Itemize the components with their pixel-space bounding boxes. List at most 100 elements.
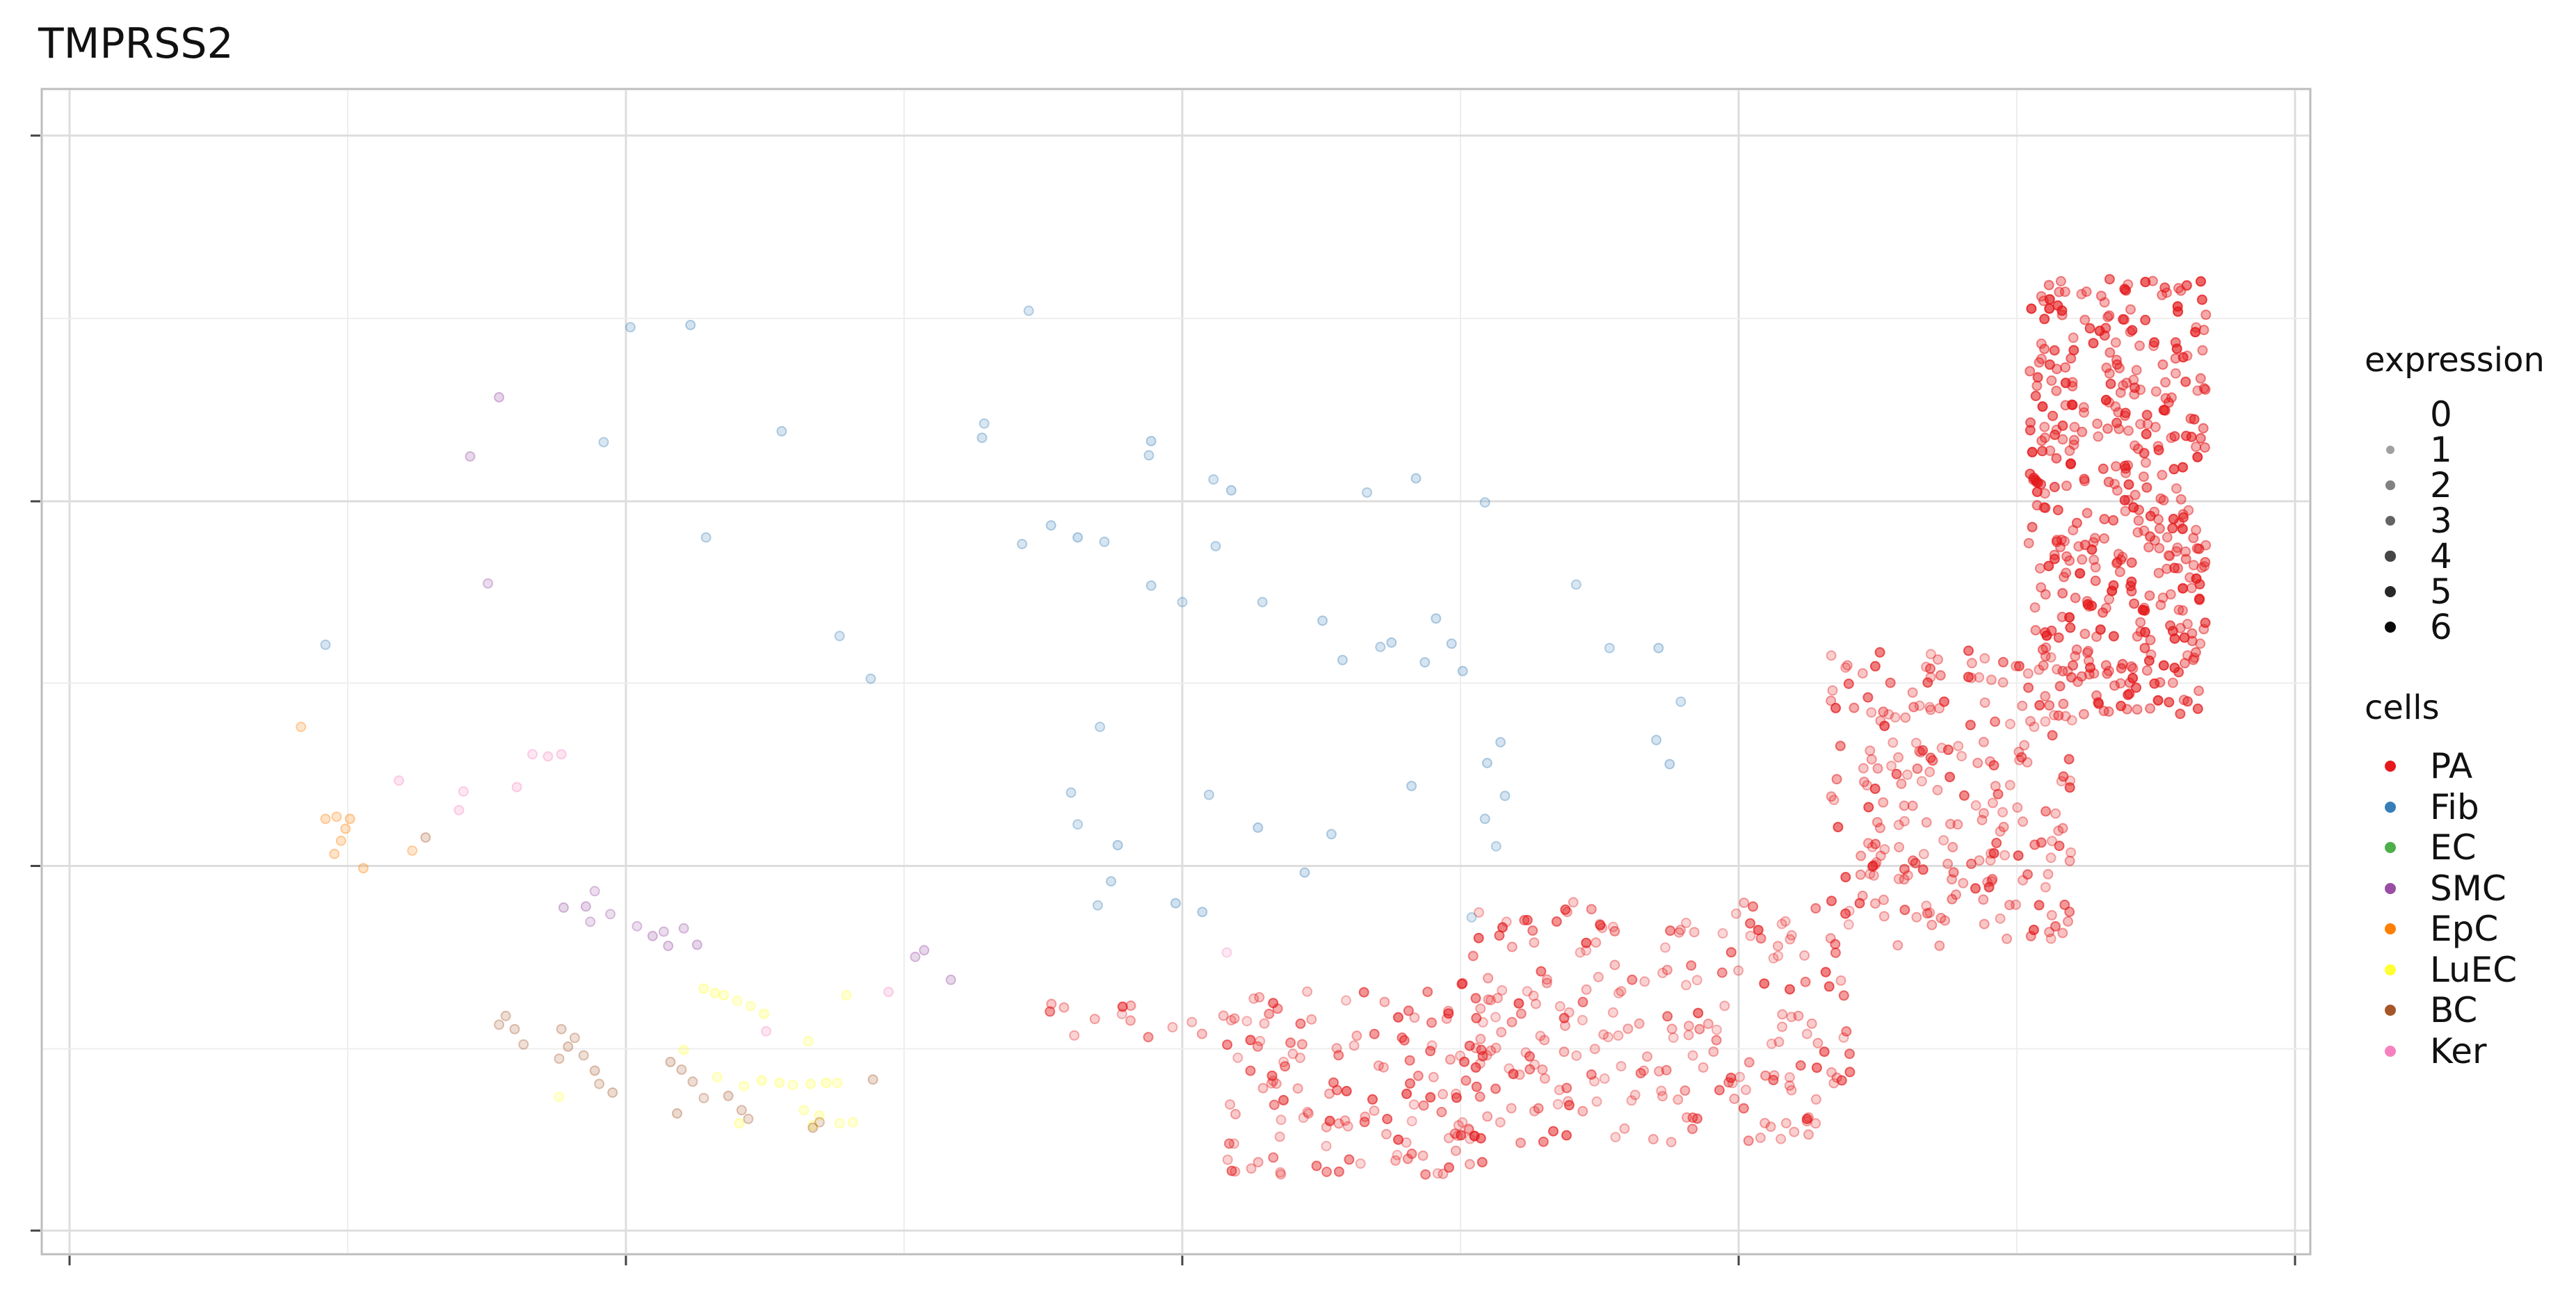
point-fib: [865, 673, 876, 684]
point-pa: [1958, 877, 1969, 889]
point-pa: [2198, 325, 2209, 336]
point-pa: [2098, 607, 2109, 618]
point-pa: [1459, 1056, 1470, 1067]
point-pa: [1539, 1073, 1550, 1084]
point-pa: [2066, 715, 2077, 726]
point-pa: [2064, 445, 2075, 456]
point-fib: [1203, 789, 1214, 800]
point-pa: [1970, 800, 1981, 811]
point-pa: [2077, 554, 2088, 565]
point-epc: [407, 845, 418, 856]
point-pa: [1616, 1061, 1627, 1072]
point-pa: [1441, 1013, 1452, 1024]
point-luec: [709, 987, 721, 998]
point-pa: [1378, 1062, 1389, 1073]
point-pa: [1581, 937, 1592, 948]
point-pa: [1475, 1003, 1486, 1014]
point-pa: [1872, 763, 1883, 774]
point-pa: [1827, 685, 1838, 696]
point-pa: [1979, 918, 1990, 930]
point-pa: [2157, 469, 2168, 480]
point-luec: [847, 1117, 858, 1128]
point-pa: [2153, 567, 2164, 578]
point-pa: [1571, 1050, 1582, 1061]
point-pa: [1222, 1039, 1233, 1051]
point-pa: [2054, 681, 2066, 692]
point-pa: [1970, 883, 1981, 894]
legend-dot: [2385, 923, 2396, 934]
point-pa: [1475, 1133, 1486, 1144]
point-pa: [1945, 818, 1956, 829]
point-pa: [2134, 504, 2144, 515]
legend-cells-item: Ker: [2372, 1030, 2487, 1071]
point-pa: [1143, 1032, 1154, 1043]
legend-cells-key: [2372, 964, 2409, 975]
point-pa: [1436, 1107, 1447, 1117]
point-pa: [2167, 677, 2178, 688]
point-luec: [787, 1080, 798, 1090]
point-fib: [1337, 654, 1348, 665]
point-pa: [1935, 670, 1946, 681]
point-fib: [1092, 900, 1103, 911]
point-ker: [453, 804, 465, 816]
point-fib: [1177, 597, 1188, 608]
point-luec: [798, 1105, 810, 1116]
point-pa: [2081, 286, 2092, 297]
point-pa: [1826, 695, 1837, 706]
point-ker: [1221, 947, 1232, 958]
point-pa: [2045, 852, 2056, 864]
point-pa: [1687, 1112, 1698, 1123]
point-pa: [2030, 391, 2041, 401]
point-pa: [1773, 941, 1783, 952]
legend-cells-label: Ker: [2430, 1030, 2487, 1071]
point-pa: [1275, 1114, 1287, 1126]
point-pa: [1597, 923, 1608, 934]
point-pa: [1956, 751, 1967, 762]
point-pa: [1522, 986, 1533, 997]
point-pa: [1390, 1155, 1401, 1166]
point-pa: [2054, 841, 2065, 852]
point-pa: [2177, 462, 2189, 473]
chart-title: TMPRSS2: [38, 19, 234, 68]
point-pa: [1871, 857, 1882, 868]
legend-cells-title: cells: [2365, 688, 2440, 727]
point-pa: [2133, 515, 2144, 526]
point-pa: [1886, 761, 1897, 772]
point-pa: [2022, 756, 2033, 768]
point-pa: [1854, 898, 1865, 909]
point-pa: [1740, 1085, 1751, 1096]
point-pa: [1455, 1051, 1466, 1061]
point-pa: [1862, 692, 1874, 703]
point-pa: [2082, 647, 2093, 658]
point-pa: [2163, 550, 2174, 561]
point-pa: [2179, 632, 2190, 643]
point-ker: [394, 775, 405, 786]
point-pa: [1598, 1029, 1609, 1040]
point-pa: [1295, 1018, 1306, 1029]
point-pa: [2180, 546, 2191, 557]
point-pa: [1885, 677, 1896, 688]
point-pa: [2145, 635, 2156, 646]
point-pa: [1899, 874, 1910, 885]
point-smc: [678, 923, 689, 934]
point-pa: [1654, 1066, 1664, 1077]
point-pa: [1878, 797, 1889, 808]
point-pa: [1404, 1055, 1415, 1066]
legend-cells-item: LuEC: [2372, 950, 2517, 990]
point-pa: [2190, 647, 2201, 658]
point-pa: [1225, 1099, 1236, 1110]
legend-expression-key: [2372, 586, 2409, 597]
point-pa: [2191, 441, 2202, 453]
point-pa: [1405, 1078, 1415, 1089]
point-pa: [1824, 981, 1835, 992]
point-pa: [1089, 1014, 1100, 1025]
point-pa: [2170, 368, 2181, 379]
point-pa: [1915, 747, 1926, 758]
point-pa: [1444, 1054, 1456, 1065]
point-pa: [1125, 1000, 1136, 1011]
point-pa: [1619, 1123, 1630, 1134]
point-pa: [1977, 815, 1988, 825]
point-pa: [2053, 825, 2064, 836]
point-pa: [1874, 647, 1885, 658]
point-pa: [2044, 927, 2055, 938]
